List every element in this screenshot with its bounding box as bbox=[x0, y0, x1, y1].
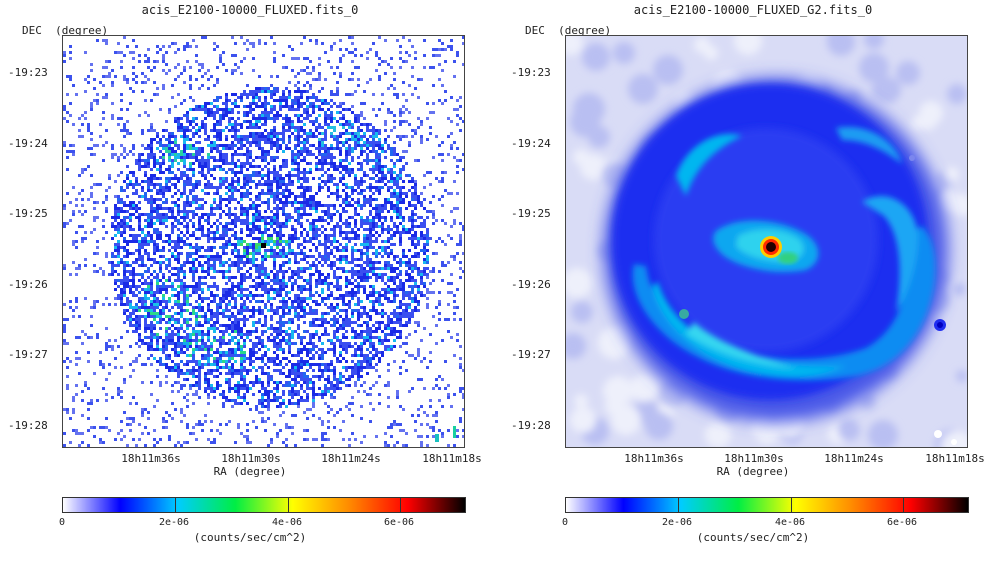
x-tick-label: 18h11m18s bbox=[925, 452, 985, 465]
x-tick-label: 18h11m36s bbox=[121, 452, 181, 465]
ra-axis-label: RA (degree) bbox=[716, 465, 790, 478]
y-tick-label: -19:28 bbox=[8, 419, 48, 432]
colorbar-divider bbox=[288, 498, 289, 512]
xray-image-smoothed[interactable] bbox=[565, 35, 968, 448]
y-tick-label: -19:26 bbox=[8, 278, 48, 291]
y-tick-label: -19:25 bbox=[8, 207, 48, 220]
y-tick-label: -19:26 bbox=[511, 278, 551, 291]
y-tick-label: -19:28 bbox=[511, 419, 551, 432]
pixel-map bbox=[63, 36, 464, 447]
y-tick-label: -19:23 bbox=[8, 66, 48, 79]
x-tick-label: 18h11m24s bbox=[824, 452, 884, 465]
y-tick-label: -19:24 bbox=[8, 137, 48, 150]
colorbar-tick: 4e-06 bbox=[271, 517, 303, 528]
y-tick-label: -19:25 bbox=[511, 207, 551, 220]
colorbar-divider bbox=[791, 498, 792, 512]
colorbar-tick: 2e-06 bbox=[158, 517, 190, 528]
colorbar-divider bbox=[678, 498, 679, 512]
colorbar-tick: 0 bbox=[58, 517, 66, 528]
colorbar-tick: 6e-06 bbox=[886, 517, 918, 528]
dec-axis-label: DEC (degree) bbox=[22, 24, 109, 37]
colorbar-tick: 2e-06 bbox=[661, 517, 693, 528]
colorbar-tick: 4e-06 bbox=[774, 517, 806, 528]
colorbar-tick: 6e-06 bbox=[383, 517, 415, 528]
colorbar-unit: (counts/sec/cm^2) bbox=[193, 531, 307, 544]
image-panel-smoothed: acis_E2100-10000_FLUXED_G2.fits_0 DEC (d… bbox=[503, 0, 1000, 566]
x-tick-label: 18h11m36s bbox=[624, 452, 684, 465]
y-tick-label: -19:24 bbox=[511, 137, 551, 150]
colorbar-unit: (counts/sec/cm^2) bbox=[696, 531, 810, 544]
image-panel-raw: acis_E2100-10000_FLUXED.fits_0 DEC (degr… bbox=[8, 3, 482, 544]
dec-axis-label: DEC (degree) bbox=[525, 24, 612, 37]
colorbar bbox=[565, 497, 969, 513]
y-tick-label: -19:27 bbox=[8, 348, 48, 361]
colorbar-gradient bbox=[566, 498, 968, 512]
image-title: acis_E2100-10000_FLUXED.fits_0 bbox=[141, 3, 359, 17]
colorbar-divider bbox=[903, 498, 904, 512]
x-tick-label: 18h11m24s bbox=[321, 452, 381, 465]
y-tick-label: -19:27 bbox=[511, 348, 551, 361]
colorbar-divider bbox=[175, 498, 176, 512]
image-title: acis_E2100-10000_FLUXED_G2.fits_0 bbox=[633, 3, 873, 17]
colorbar-divider bbox=[400, 498, 401, 512]
x-tick-label: 18h11m30s bbox=[724, 452, 784, 465]
xray-image-raw[interactable] bbox=[62, 35, 465, 448]
y-tick-label: -19:23 bbox=[511, 66, 551, 79]
x-tick-label: 18h11m18s bbox=[422, 452, 482, 465]
ra-axis-label: RA (degree) bbox=[213, 465, 287, 478]
colorbar-gradient bbox=[63, 498, 465, 512]
colorbar-tick: 0 bbox=[561, 517, 569, 528]
colorbar bbox=[62, 497, 466, 513]
x-tick-label: 18h11m30s bbox=[221, 452, 281, 465]
smoothed-map bbox=[566, 36, 967, 447]
